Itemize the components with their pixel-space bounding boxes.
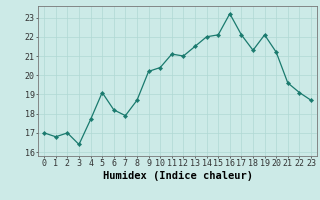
X-axis label: Humidex (Indice chaleur): Humidex (Indice chaleur): [103, 171, 252, 181]
